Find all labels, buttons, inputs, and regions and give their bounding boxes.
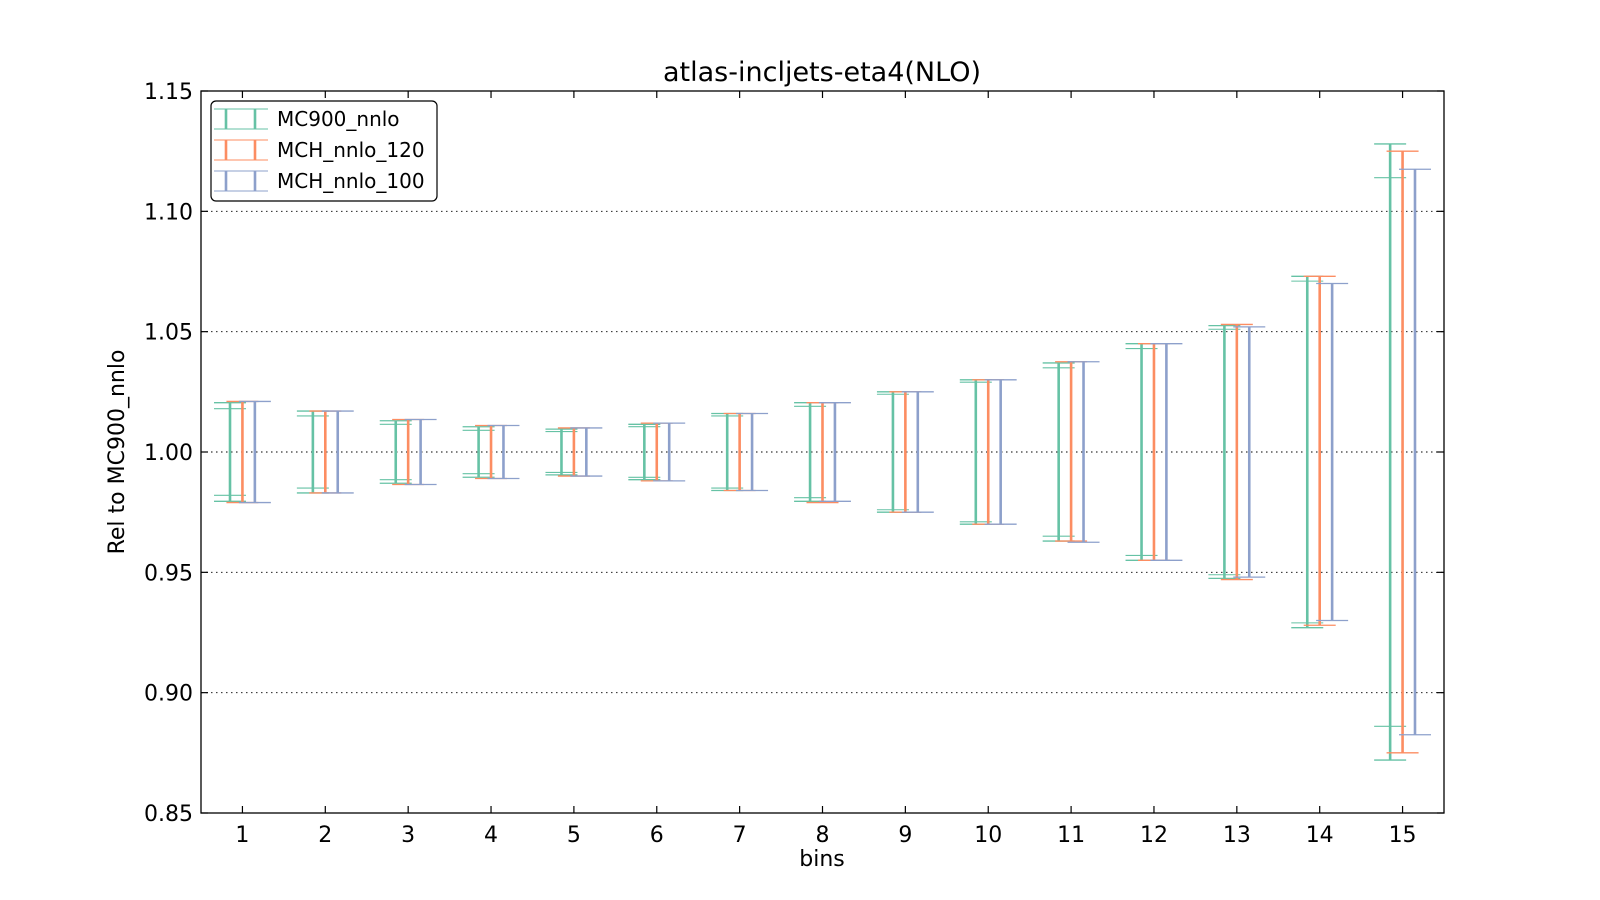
legend-entry: MCH_nnlo_120 bbox=[214, 138, 425, 162]
x-tick-label: 7 bbox=[733, 823, 747, 848]
x-tick-label: 14 bbox=[1306, 823, 1334, 848]
legend-label: MC900_nnlo bbox=[277, 107, 400, 131]
legend-box bbox=[210, 100, 438, 202]
x-tick-label: 10 bbox=[974, 823, 1002, 848]
y-tick-label: 1.05 bbox=[144, 321, 193, 346]
x-tick-label: 12 bbox=[1140, 823, 1168, 848]
x-tick-label: 13 bbox=[1223, 823, 1251, 848]
legend-entry: MC900_nnlo bbox=[214, 107, 400, 131]
x-tick-label: 4 bbox=[484, 823, 498, 848]
chart-title: atlas-incljets-eta4(NLO) bbox=[663, 57, 981, 88]
series-MCH_nnlo_100 bbox=[238, 168, 1431, 736]
legend-label: MCH_nnlo_120 bbox=[277, 138, 425, 162]
x-tick-label: 1 bbox=[235, 823, 249, 848]
x-tick-label: 9 bbox=[898, 823, 912, 848]
y-tick-label: 0.85 bbox=[144, 802, 193, 827]
legend-entry: MCH_nnlo_100 bbox=[214, 169, 425, 193]
legend-label: MCH_nnlo_100 bbox=[277, 169, 425, 193]
axis-ticks: 0.850.900.951.001.051.101.151 2 3 4 5 6 7 8 9 10 1… bbox=[144, 80, 1444, 848]
y-tick-label: 1.10 bbox=[144, 200, 193, 225]
x-tick-label: 11 bbox=[1057, 823, 1085, 848]
x-tick-label: 8 bbox=[816, 823, 830, 848]
x-tick-label: 6 bbox=[650, 823, 664, 848]
y-tick-label: 0.90 bbox=[144, 682, 193, 707]
y-axis-title: Rel to MC900_nnlo bbox=[105, 350, 130, 555]
y-tick-label: 1.00 bbox=[144, 441, 193, 466]
x-axis-title: bins bbox=[799, 847, 844, 872]
x-tick-label: 15 bbox=[1389, 823, 1417, 848]
legend: MC900_nnlo MCH_nnlo_120 MCH_nnlo_100 bbox=[210, 100, 438, 202]
x-tick-label: 2 bbox=[318, 823, 332, 848]
series-MCH_nnlo_120 bbox=[226, 150, 1419, 754]
error-bars bbox=[214, 143, 1431, 761]
x-tick-label: 5 bbox=[567, 823, 581, 848]
y-tick-label: 0.95 bbox=[144, 561, 193, 586]
x-tick-label: 3 bbox=[401, 823, 415, 848]
y-tick-label: 1.15 bbox=[144, 80, 193, 105]
